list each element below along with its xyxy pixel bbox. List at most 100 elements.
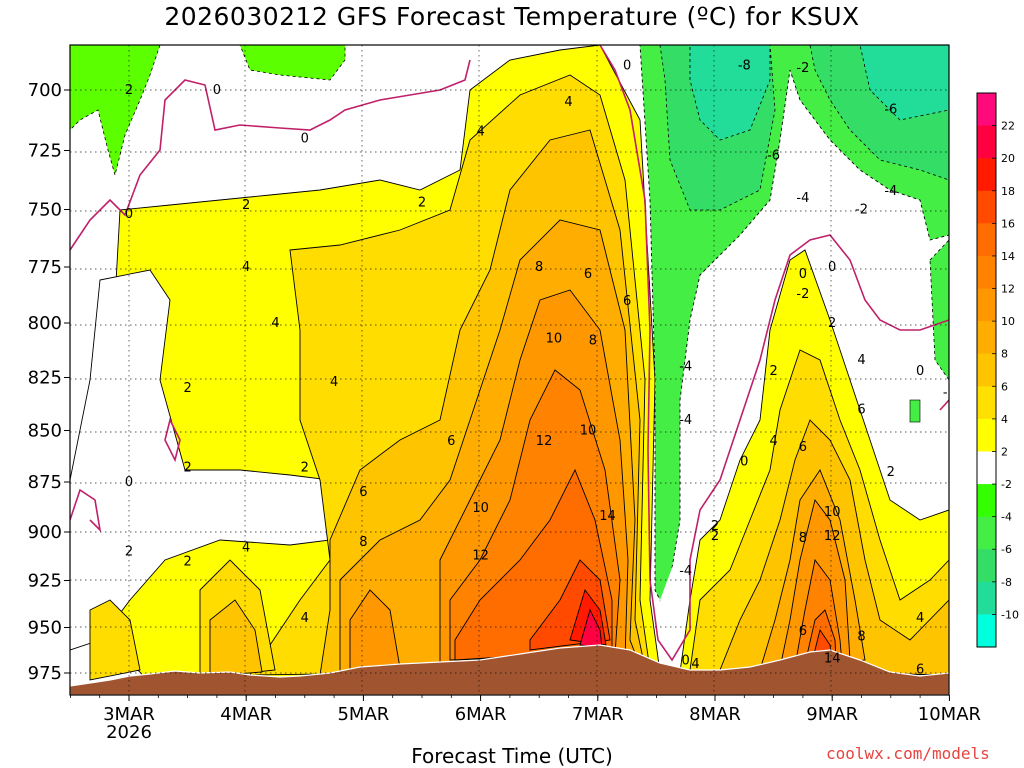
colorbar-swatch — [977, 190, 996, 224]
contour-label: 8 — [589, 334, 597, 349]
colorbar-swatch — [977, 614, 996, 648]
contour-label: 12 — [536, 434, 553, 449]
cold-region-topleft-2 — [70, 45, 161, 177]
contour-label: 6 — [799, 440, 807, 455]
colorbar-label: 16 — [1001, 217, 1015, 230]
contour-label: 8 — [857, 630, 865, 645]
colorbar-label: -6 — [1001, 543, 1012, 556]
freezing-band-right — [660, 230, 949, 670]
contour-label: 4 — [330, 375, 338, 390]
cold-region-right-e — [859, 45, 949, 121]
contour-label: 6 — [447, 434, 455, 449]
contour-label: 14 — [599, 509, 616, 524]
contour-label: 2 — [711, 519, 719, 534]
y-tick-label: 850 — [28, 421, 62, 442]
contour-label: -4 — [679, 360, 692, 375]
contour-label: 2 — [418, 195, 426, 210]
colorbar-swatch — [977, 321, 996, 355]
contour-label: -4 — [884, 184, 897, 199]
contour-label: 6 — [359, 485, 367, 500]
colorbar-swatch — [977, 158, 996, 192]
colorbar-swatch — [977, 451, 996, 485]
colorbar-label: 22 — [1001, 120, 1015, 133]
colorbar-label: 4 — [1001, 413, 1008, 426]
y-tick-label: 875 — [28, 472, 62, 493]
contour-label: 2 — [711, 529, 719, 544]
contour-label: 0 — [916, 364, 924, 379]
green-speck — [909, 399, 921, 423]
contour-label: 4 — [769, 434, 777, 449]
colorbar-label: 12 — [1001, 283, 1015, 296]
y-tick-label: 925 — [28, 571, 62, 592]
colorbar-swatch — [977, 386, 996, 420]
source-credit[interactable]: coolwx.com/models — [826, 744, 990, 763]
contour-label: 0 — [623, 58, 631, 73]
colorbar-swatch — [977, 516, 996, 550]
chart-title: 2026030212 GFS Forecast Temperature (ºC)… — [164, 2, 860, 31]
x-tick-label: 9MAR — [806, 704, 858, 725]
contour-label: 10 — [824, 505, 841, 520]
colorbar-swatch — [977, 288, 996, 322]
y-tick-label: 725 — [28, 141, 62, 162]
contour-label: 0 — [125, 475, 133, 490]
colorbar-label: -8 — [1001, 576, 1012, 589]
contour-label: 0 — [213, 83, 221, 98]
colorbar-label: 14 — [1001, 250, 1015, 263]
colorbar-swatch — [977, 418, 996, 452]
contour-label: 4 — [857, 353, 865, 368]
colorbar-swatch — [977, 484, 996, 518]
terrain — [70, 644, 949, 695]
x-tick-label: 10MAR — [918, 704, 981, 725]
colorbar-swatch — [977, 255, 996, 290]
colorbar-label: -2 — [1001, 478, 1012, 491]
colorbar-label: 20 — [1001, 152, 1015, 165]
colorbar-swatch — [977, 223, 996, 257]
contour-label: 2 — [183, 554, 191, 569]
x-axis-label: Forecast Time (UTC) — [411, 744, 613, 768]
x-year-label: 2026 — [106, 722, 152, 743]
contour-label: 8 — [535, 260, 543, 275]
contour-label: 0 — [740, 455, 748, 470]
zero-contours — [70, 45, 949, 662]
contour-label: 2 — [242, 198, 250, 213]
band-10-b — [349, 589, 401, 673]
contour-label: 4 — [476, 124, 484, 139]
contour-label: 8 — [799, 531, 807, 546]
colorbar-swatch — [977, 125, 996, 159]
x-tick-label: 3MAR — [103, 704, 155, 725]
contour-label: 8 — [359, 535, 367, 550]
contour-label: -6 — [767, 148, 780, 163]
x-tick-label: 8MAR — [689, 704, 741, 725]
contour-label: 2 — [125, 83, 133, 98]
y-tick-label: 825 — [28, 368, 62, 389]
colorbar-label: 10 — [1001, 315, 1015, 328]
y-tick-label: 800 — [28, 313, 62, 334]
contour-label: 2 — [301, 461, 309, 476]
contour-label: -8 — [738, 58, 751, 73]
contour-label: 2 — [887, 465, 895, 480]
contour-label: 6 — [799, 624, 807, 639]
colorbar-label: -4 — [1001, 511, 1012, 524]
colorbar: 22 20 18 16 14 12 10 8 6 4 2 -2 -4 -6 -8 -10 — [976, 92, 1019, 648]
contour-label: 12 — [824, 529, 841, 544]
contour-label: -4 — [796, 191, 809, 206]
x-tick-label: 7MAR — [572, 704, 624, 725]
contour-label: 6 — [916, 662, 924, 677]
contour-label: 10 — [472, 501, 489, 516]
y-tick-label: 775 — [28, 257, 62, 278]
contour-label: -2 — [943, 385, 956, 400]
band-4-b — [89, 599, 141, 681]
cold-region-right-d — [689, 45, 771, 141]
contour-label: 0 — [301, 132, 309, 147]
colorbar-label: -10 — [1001, 608, 1019, 621]
contour-label: 6 — [857, 402, 865, 417]
y-tick-label: 750 — [28, 200, 62, 221]
contour-label: 4 — [242, 260, 250, 275]
freezing-pocket-left — [70, 269, 331, 651]
contour-label: 0 — [828, 260, 836, 275]
contour-label: 4 — [916, 611, 924, 626]
y-tick-label: 950 — [28, 618, 62, 639]
contour-label: -4 — [679, 413, 692, 428]
contour-label: 6 — [623, 294, 631, 309]
